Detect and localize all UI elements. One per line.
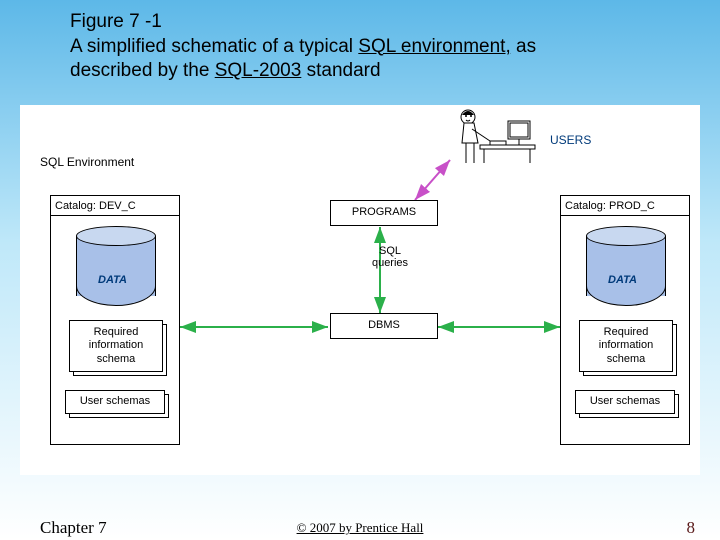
figure-title: Figure 7 -1 A simplified schematic of a … <box>70 10 660 84</box>
catalog-right: Catalog: PROD_C DATA Required informatio… <box>560 195 690 445</box>
users-label: USERS <box>550 133 591 147</box>
data-label-right: DATA <box>608 274 637 286</box>
catalog-right-title: Catalog: PROD_C <box>561 196 689 216</box>
figure-number: Figure 7 -1 <box>70 10 660 35</box>
diagram: SQL Environment USERS <box>20 105 700 475</box>
programs-box: PROGRAMS <box>330 200 438 226</box>
req-schema-left: Required information schema <box>69 320 163 372</box>
catalog-left: Catalog: DEV_C DATA Required information… <box>50 195 180 445</box>
sql-queries-label: SQL queries <box>365 245 415 269</box>
figure-caption-line-2: described by the SQL-2003 standard <box>70 59 660 84</box>
dbms-box: DBMS <box>330 313 438 339</box>
req-schema-right: Required information schema <box>579 320 673 372</box>
data-label-left: DATA <box>98 274 127 286</box>
user-icon <box>450 105 540 165</box>
copyright: © 2007 by Prentice Hall <box>0 520 720 536</box>
catalog-left-title: Catalog: DEV_C <box>51 196 179 216</box>
data-cylinder-right <box>586 226 666 306</box>
page-number: 8 <box>687 518 696 538</box>
figure-caption-line-1: A simplified schematic of a typical SQL … <box>70 35 660 60</box>
user-schema-left: User schemas <box>65 390 165 414</box>
user-schema-right: User schemas <box>575 390 675 414</box>
data-cylinder-left <box>76 226 156 306</box>
sql-environment-label: SQL Environment <box>40 155 134 169</box>
